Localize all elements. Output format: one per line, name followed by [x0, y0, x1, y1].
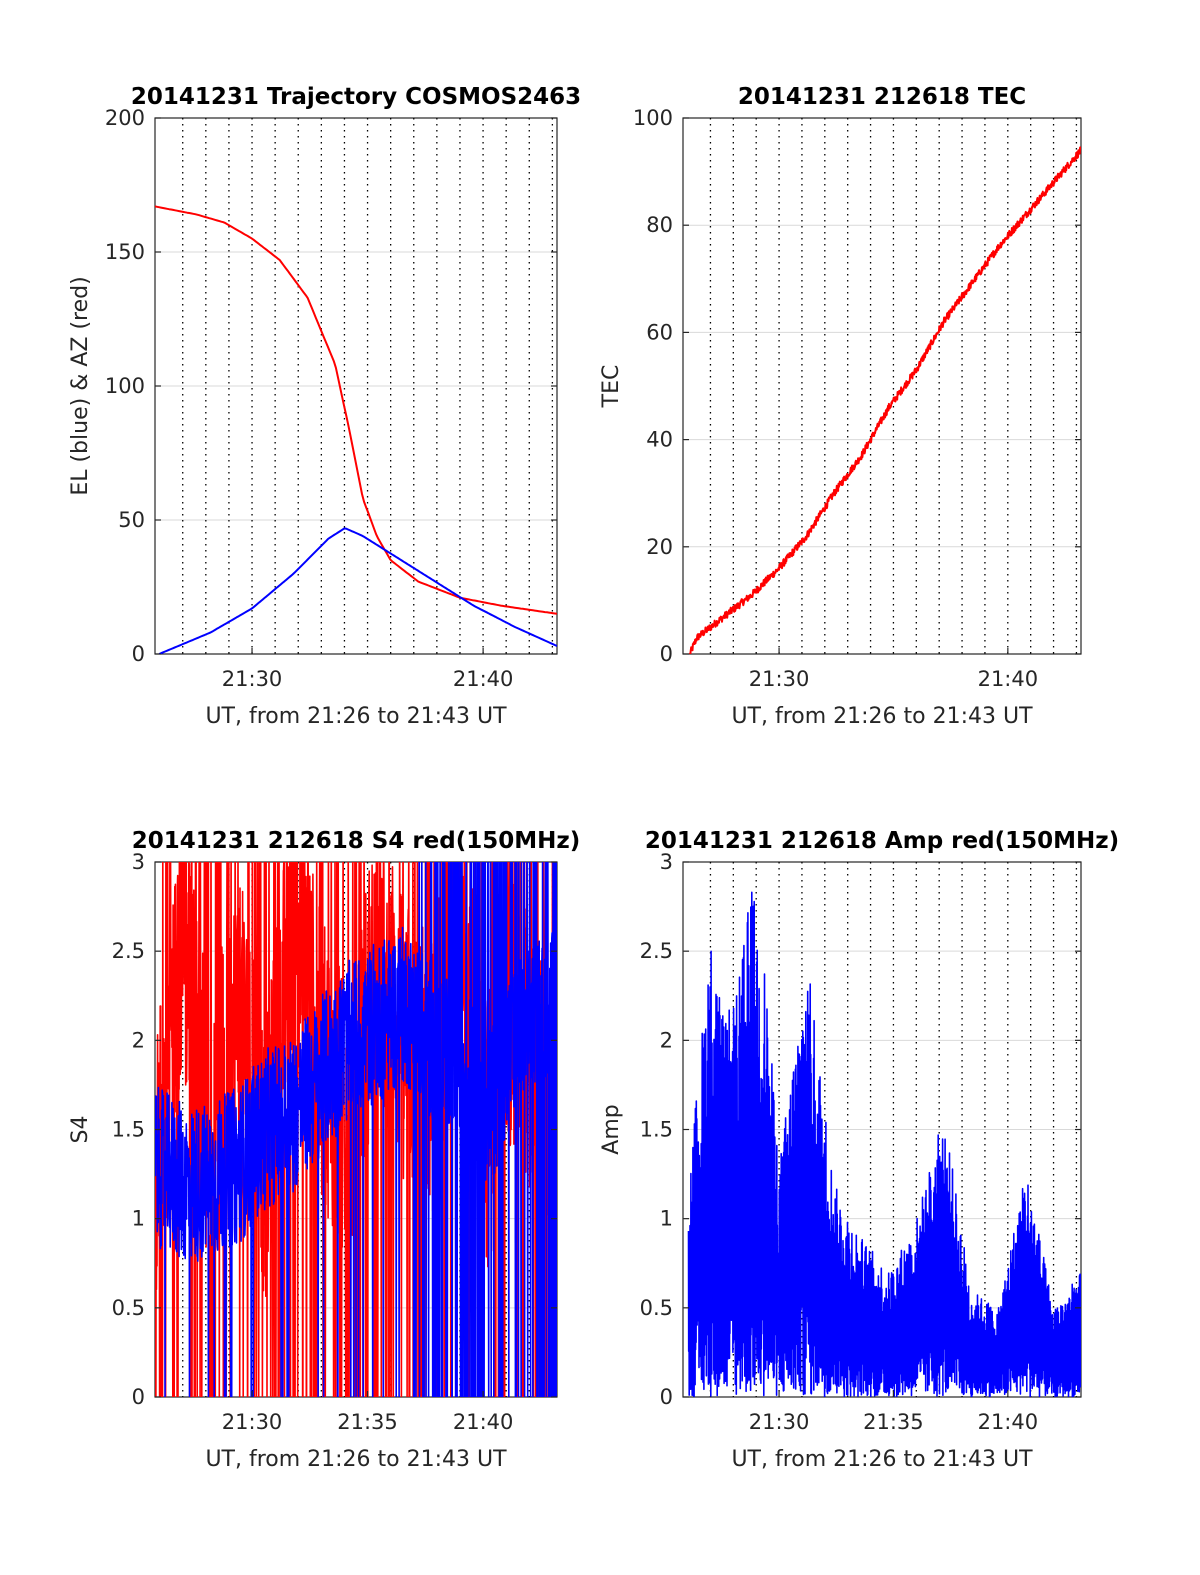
- y-tick-label: 3: [660, 850, 673, 874]
- y-tick-label: 150: [105, 240, 145, 264]
- y-tick-label: 1.5: [112, 1118, 145, 1142]
- chart-title: 20141231 Trajectory COSMOS2463: [131, 84, 581, 110]
- y-axis-label: EL (blue) & AZ (red): [68, 276, 93, 495]
- x-axis-label: UT, from 21:26 to 21:43 UT: [205, 1447, 507, 1472]
- chart-title: 20141231 212618 TEC: [738, 84, 1026, 110]
- series-line-1: [155, 862, 557, 1397]
- panel-trajectory: 0 50 100 150 200 21:30 21:40 20141231 Trajector…: [68, 84, 581, 729]
- panel-amp: 0 0.5 1 1.5 2 2.5 3 21:30 21:35 21:40 20141231 212…: [599, 828, 1119, 1472]
- series-line-0: [155, 205, 557, 615]
- x-tick-label: 21:30: [749, 667, 810, 691]
- x-tick-label: 21:40: [978, 1410, 1039, 1434]
- y-axis-label: S4: [68, 1116, 93, 1144]
- panel-s4: 0 0.5 1 1.5 2 2.5 3 21:30 21:35 21:40 20141231 212…: [68, 828, 581, 1472]
- y-tick-label: 100: [633, 106, 673, 130]
- x-axis-label: UT, from 21:26 to 21:43 UT: [731, 704, 1033, 729]
- y-tick-label: 0: [660, 1385, 673, 1409]
- x-tick-label: 21:35: [863, 1410, 924, 1434]
- axes-box: [682, 117, 1082, 655]
- y-tick-label: 20: [646, 535, 673, 559]
- plot-area: [688, 146, 1081, 654]
- y-tick-label: 2.5: [640, 939, 673, 963]
- plot-area: [687, 891, 1081, 1397]
- y-tick-label: 0: [660, 642, 673, 666]
- y-tick-label: 2.5: [112, 939, 145, 963]
- plot-area: [155, 205, 557, 654]
- y-tick-label: 1: [660, 1207, 673, 1231]
- x-tick-label: 21:40: [978, 667, 1039, 691]
- y-tick-label: 1.5: [640, 1118, 673, 1142]
- y-tick-label: 0: [132, 642, 145, 666]
- x-axis-label: UT, from 21:26 to 21:43 UT: [205, 704, 507, 729]
- y-axis-label: TEC: [599, 365, 624, 409]
- series-line-1: [158, 527, 557, 654]
- y-axis-label: Amp: [599, 1104, 624, 1154]
- y-tick-label: 200: [105, 106, 145, 130]
- panel-tec: 0 20 40 60 80 100 21:30 21:40 20141231 212618 TE…: [599, 84, 1082, 729]
- y-tick-label: 3: [132, 850, 145, 874]
- chart-title: 20141231 212618 S4 red(150MHz): [132, 828, 581, 854]
- y-tick-label: 0.5: [112, 1296, 145, 1320]
- y-tick-label: 2: [660, 1028, 673, 1052]
- plot-area: [155, 862, 557, 1397]
- y-tick-label: 50: [118, 508, 145, 532]
- series-line-0: [688, 146, 1081, 654]
- y-tick-label: 40: [646, 428, 673, 452]
- y-tick-label: 0: [132, 1385, 145, 1409]
- x-tick-label: 21:30: [222, 667, 283, 691]
- series-line-0: [687, 891, 1081, 1397]
- x-tick-label: 21:30: [749, 1410, 810, 1434]
- x-tick-label: 21:40: [453, 667, 514, 691]
- x-tick-label: 21:30: [222, 1410, 283, 1434]
- chart-title: 20141231 212618 Amp red(150MHz): [645, 828, 1119, 854]
- x-tick-label: 21:40: [453, 1410, 514, 1434]
- y-tick-label: 80: [646, 213, 673, 237]
- x-axis-label: UT, from 21:26 to 21:43 UT: [731, 1447, 1033, 1472]
- y-tick-label: 1: [132, 1207, 145, 1231]
- x-tick-label: 21:35: [337, 1410, 398, 1434]
- y-tick-label: 100: [105, 374, 145, 398]
- y-tick-label: 0.5: [640, 1296, 673, 1320]
- y-tick-label: 2: [132, 1028, 145, 1052]
- y-tick-label: 60: [646, 320, 673, 344]
